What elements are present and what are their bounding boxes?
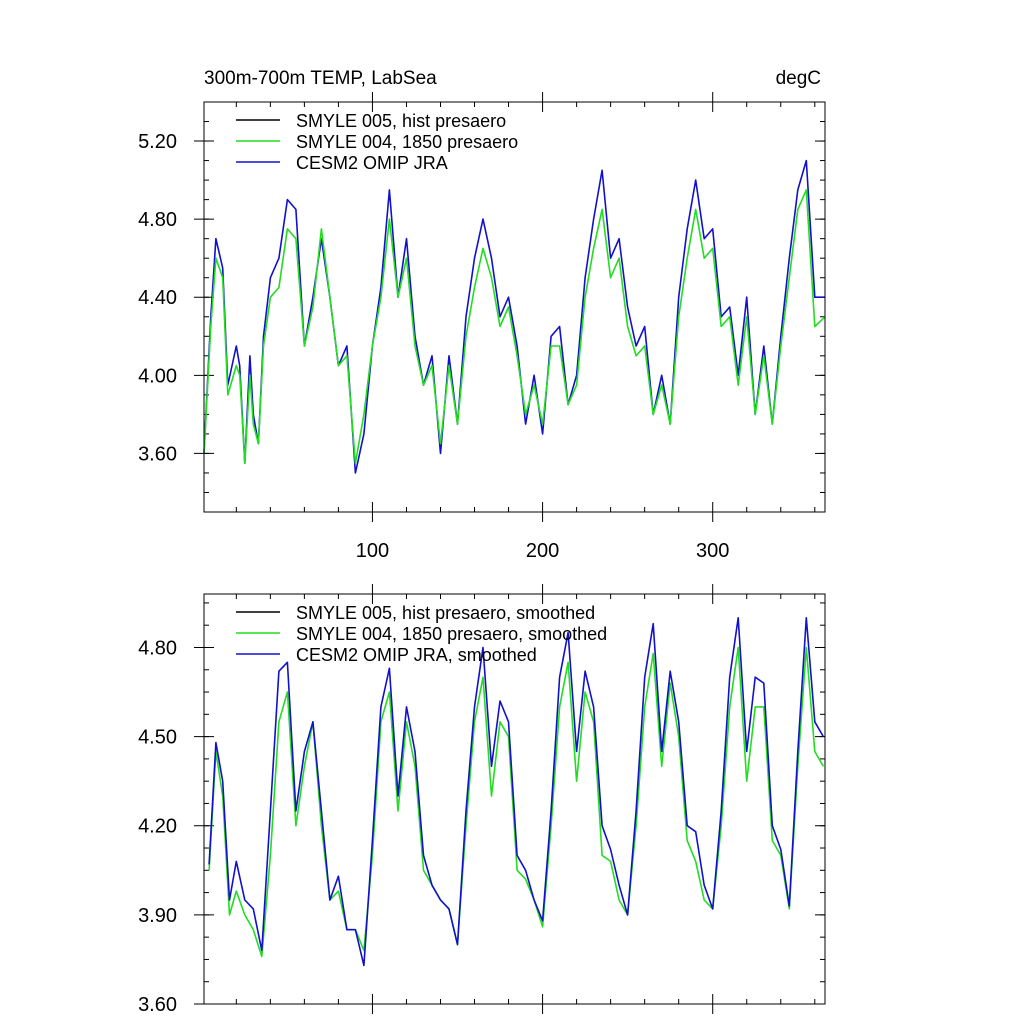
upper-legend-label-2: SMYLE 004, 1850 presaero [296,132,518,152]
upper-series-line-blue [203,159,825,474]
upper-plot-frame [203,101,826,513]
upper-legend-label-3: CESM2 OMIP JRA [296,153,448,173]
upper-ytick-label: 5.20 [138,131,177,153]
lower-series-group [208,616,824,967]
upper-xtick-label: 300 [696,540,729,562]
lower-legend-label-3: CESM2 OMIP JRA, smoothed [296,645,537,665]
upper-ticks: 3.60 4.00 4.40 4.80 5.20 100 200 300 [138,92,825,562]
upper-title: 300m-700m TEMP, LabSea [204,68,437,89]
lower-ytick-label: 4.50 [138,727,177,749]
lower-panel: 3.60 3.90 4.20 4.50 4.80 SMYLE 005, hist pre… [138,584,826,1016]
upper-series-group [203,159,826,474]
lower-ytick-label: 4.20 [138,816,177,838]
upper-ytick-label: 4.00 [138,365,177,387]
lower-legend: SMYLE 005, hist presaero, smoothed SMYLE… [236,603,607,665]
upper-legend-label-1: SMYLE 005, hist presaero [296,111,506,131]
upper-panel: 300m-700m TEMP, LabSea degC 3.60 4.00 4.40… [138,68,826,562]
upper-series-line-green [203,189,826,465]
lower-ytick-label: 3.60 [138,994,177,1016]
lower-ytick-label: 3.90 [138,905,177,927]
upper-legend: SMYLE 005, hist presaero SMYLE 004, 1850… [236,111,518,173]
lower-legend-label-2: SMYLE 004, 1850 presaero, smoothed [296,624,607,644]
upper-ytick-label: 4.40 [138,287,177,309]
upper-units: degC [776,68,821,89]
upper-xtick-label: 200 [526,540,559,562]
lower-legend-label-1: SMYLE 005, hist presaero, smoothed [296,603,595,623]
upper-ytick-label: 4.80 [138,209,177,231]
lower-series-line-green [208,646,824,958]
lower-series-line-blue [208,616,824,967]
lower-ytick-label: 4.80 [138,637,177,659]
lower-plot-frame [203,593,826,1005]
upper-xtick-label: 100 [356,540,389,562]
upper-ytick-label: 3.60 [138,443,177,465]
